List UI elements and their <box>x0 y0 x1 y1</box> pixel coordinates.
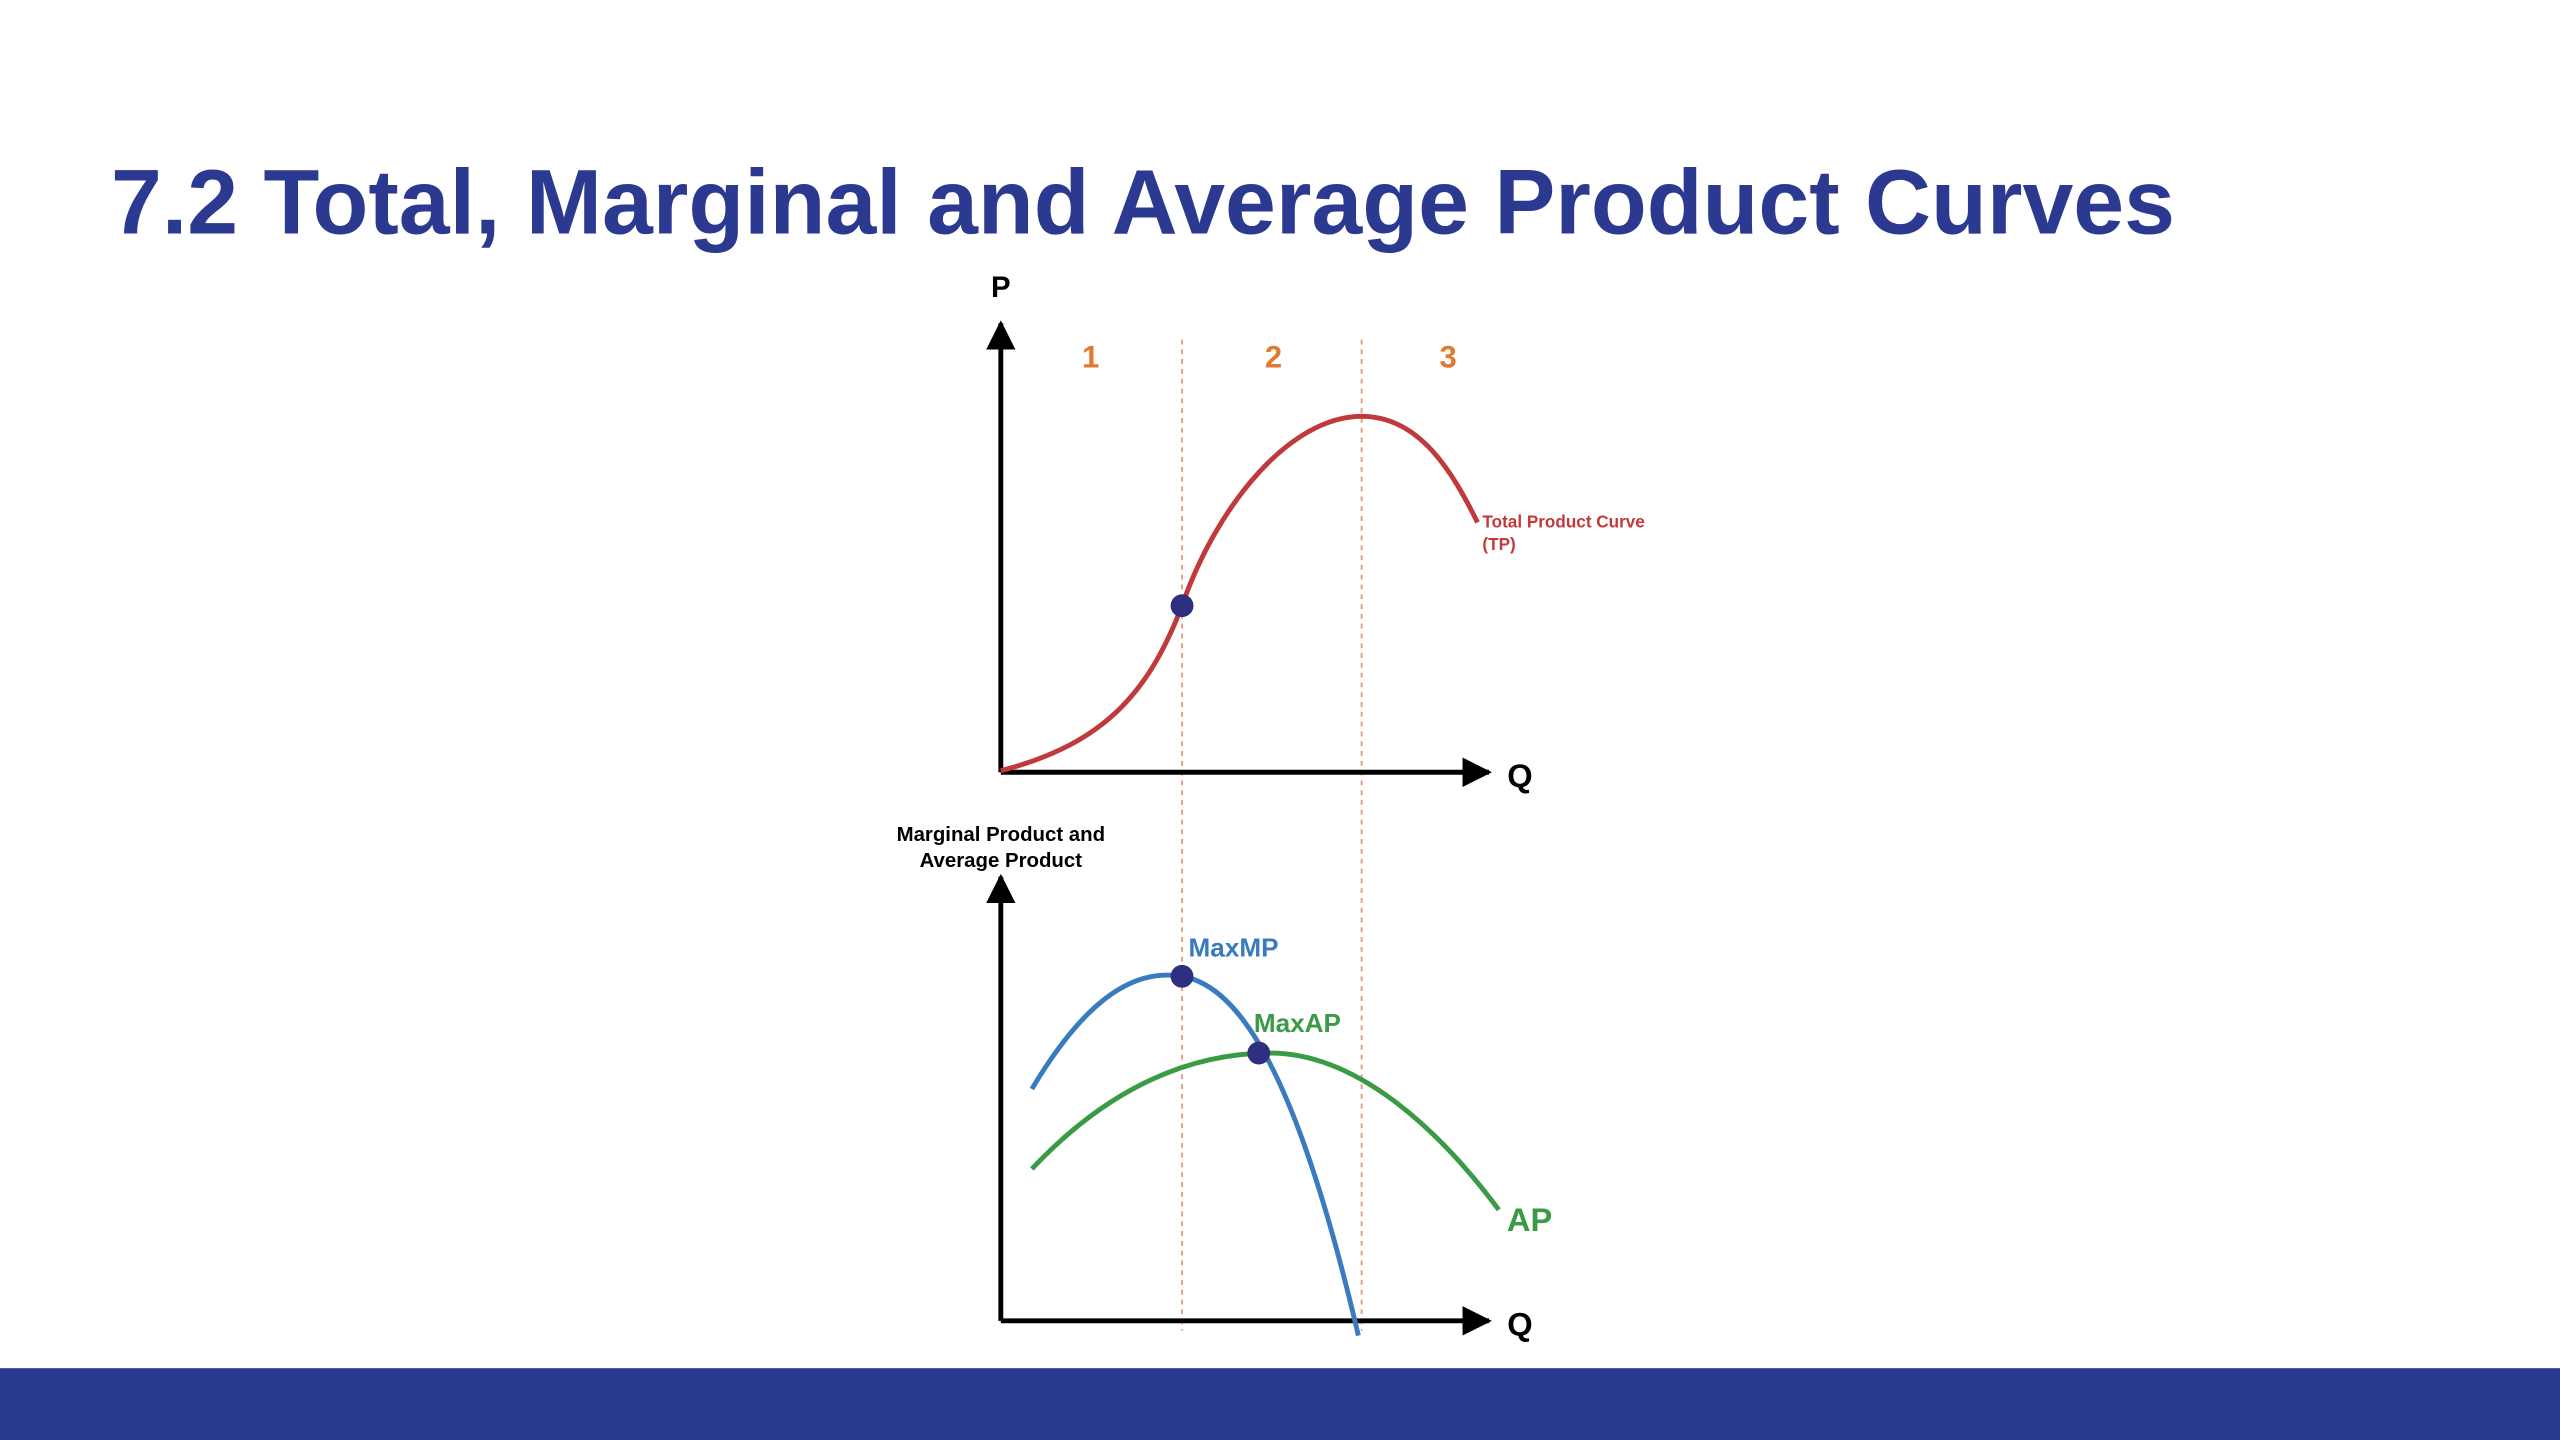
x-axis-label: Q <box>1507 757 1532 794</box>
mp-curve <box>1029 972 1361 1337</box>
inflection-point <box>1170 594 1194 618</box>
bottom-chart: Marginal Product and Average Product Q M… <box>897 824 1553 1343</box>
max-ap-point <box>1247 1041 1271 1065</box>
y-axis-label: Average Product <box>920 850 1083 872</box>
y-axis-label: P <box>991 271 1011 304</box>
ap-curve <box>1030 1050 1501 1212</box>
max-mp-label: MaxMP <box>1189 933 1279 963</box>
max-mp-point <box>1170 964 1194 988</box>
max-ap-label: MaxAP <box>1254 1008 1341 1038</box>
stage-label: 1 <box>1082 339 1099 374</box>
ap-label: AP <box>1507 1201 1552 1238</box>
x-axis-label: Q <box>1507 1306 1532 1343</box>
stage-label: 3 <box>1440 339 1457 374</box>
footer-bar <box>0 1368 2560 1440</box>
slide-title: 7.2 Total, Marginal and Average Product … <box>111 151 2175 253</box>
top-chart: P Q 1 2 3 Total Product Curve (TP) <box>986 271 1645 1331</box>
y-axis-label: Marginal Product and <box>897 824 1105 846</box>
curve-label: Total Product Curve <box>1482 511 1644 531</box>
stage-label: 2 <box>1265 339 1282 374</box>
curve-label: (TP) <box>1482 534 1515 554</box>
tp-curve <box>1000 413 1480 773</box>
